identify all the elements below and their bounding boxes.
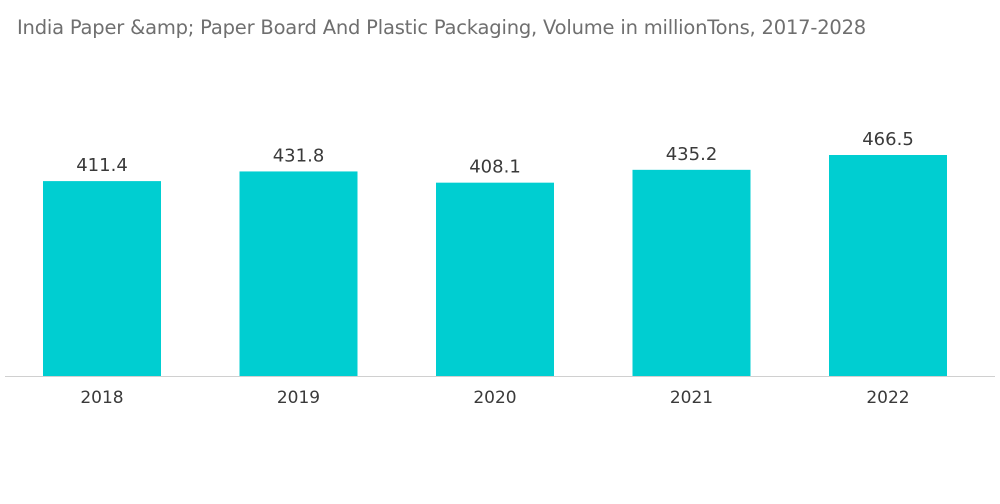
bar-2022 bbox=[829, 155, 947, 376]
value-label-2022: 466.5 bbox=[862, 129, 914, 150]
x-tick-labels-group: 2018 2019 2020 2021 2022 bbox=[80, 388, 909, 408]
x-tick-label-2019: 2019 bbox=[277, 388, 320, 408]
bars-group bbox=[43, 155, 947, 376]
value-label-2021: 435.2 bbox=[666, 144, 718, 165]
bar-2018 bbox=[43, 181, 161, 376]
x-tick-label-2021: 2021 bbox=[670, 388, 713, 408]
x-tick-label-2020: 2020 bbox=[473, 388, 516, 408]
value-label-2019: 431.8 bbox=[273, 145, 325, 166]
value-label-2018: 411.4 bbox=[76, 155, 128, 176]
value-labels-group: 411.4 431.8 408.1 435.2 466.5 bbox=[76, 129, 914, 178]
chart-title: India Paper &amp; Paper Board And Plasti… bbox=[17, 16, 867, 39]
bar-2019 bbox=[239, 171, 358, 376]
x-tick-label-2022: 2022 bbox=[866, 388, 909, 408]
bar-2021 bbox=[632, 169, 751, 376]
x-tick-label-2018: 2018 bbox=[80, 388, 123, 408]
bar-2020 bbox=[436, 182, 554, 376]
value-label-2020: 408.1 bbox=[469, 157, 521, 178]
